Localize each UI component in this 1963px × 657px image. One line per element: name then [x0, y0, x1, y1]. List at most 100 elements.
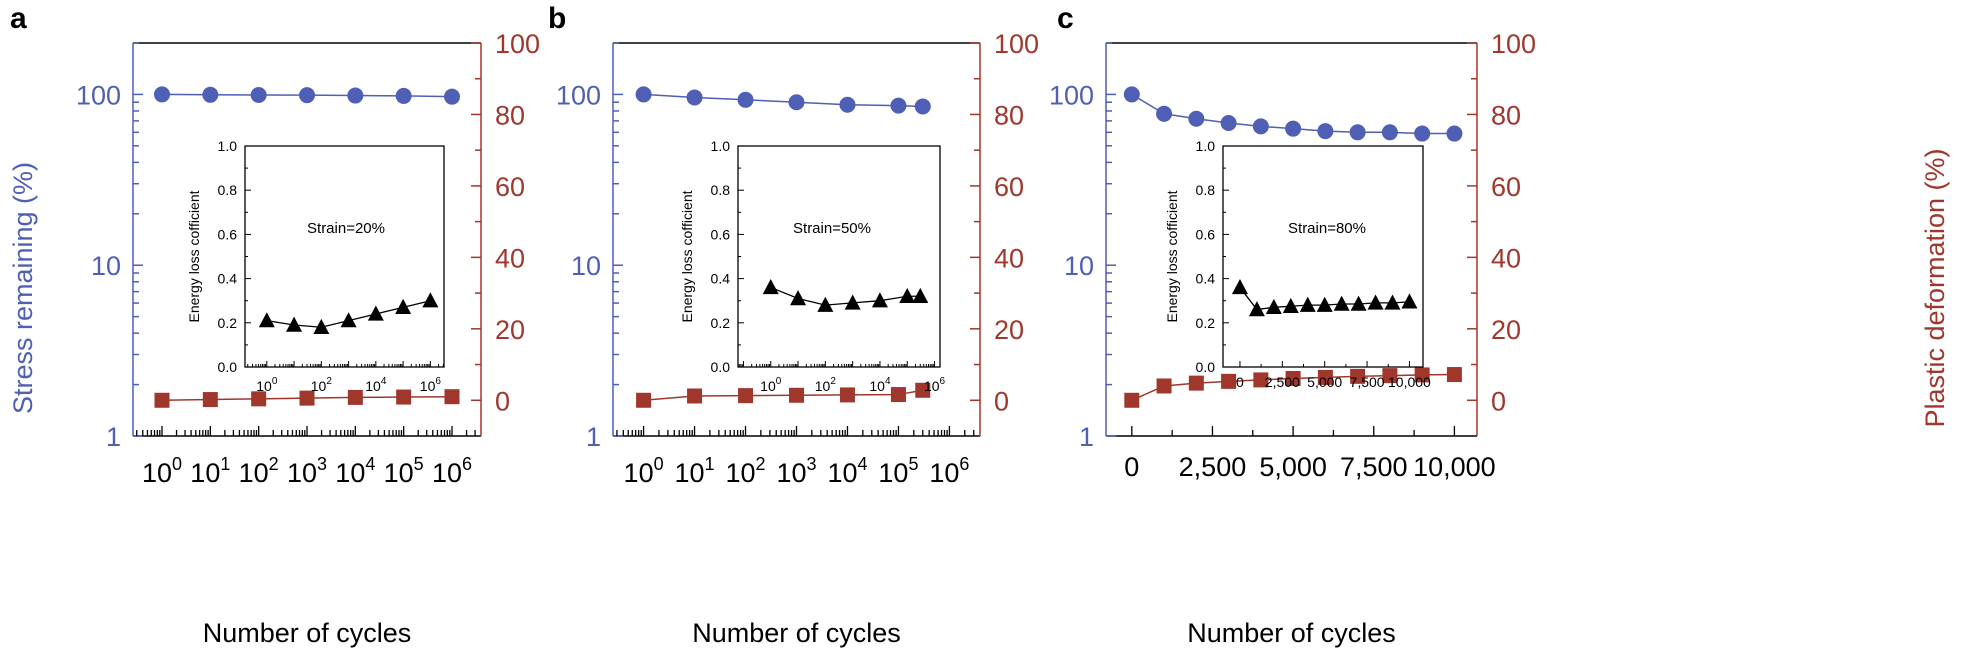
inset-x-tick-exponent: 6: [435, 376, 441, 387]
inset-y-axis-title: Energy loss cofficient: [186, 190, 202, 322]
inset-y-tick-label: 0.4: [1196, 271, 1216, 287]
inset-frame: [737, 145, 941, 368]
left-axis-title: Stress remaining (%): [8, 162, 38, 414]
plastic-data-point: [636, 392, 652, 408]
right-tick-label: 0: [495, 386, 510, 416]
right-tick-label: 40: [994, 243, 1024, 273]
right-tick-label: 0: [994, 386, 1009, 416]
stress-data-point: [202, 86, 219, 103]
stress-data-point: [1156, 105, 1173, 122]
x-tick-exponent: 2: [269, 454, 279, 474]
right-tick-label: 80: [1491, 100, 1521, 130]
energy-loss-data-point: [790, 290, 807, 306]
x-tick-label: 104: [335, 454, 375, 488]
energy-loss-data-point: [1282, 297, 1299, 313]
energy-loss-data-point: [313, 318, 330, 334]
x-tick-label: 0: [1124, 452, 1139, 482]
left-tick-label: 100: [76, 80, 121, 110]
plastic-data-point: [1350, 368, 1366, 384]
panel-label: c: [1057, 2, 1074, 35]
energy-loss-data-point: [844, 294, 861, 310]
x-tick-exponent: 1: [220, 454, 230, 474]
right-axis-ticks: 0 20 40 60 80 100: [970, 29, 1039, 416]
stress-remaining-series: [635, 86, 931, 115]
x-tick-exponent: 4: [365, 454, 375, 474]
x-tick-exponent: 3: [317, 454, 327, 474]
x-tick-label: 104: [827, 454, 867, 488]
stress-data-point: [347, 87, 364, 104]
energy-loss-data-point: [871, 292, 888, 308]
inset-x-tick-exponent: 2: [326, 376, 332, 387]
x-tick-label: 5,000: [1259, 452, 1327, 482]
right-tick-label: 60: [495, 172, 525, 202]
plastic-data-point: [789, 387, 804, 403]
inset-x-tick-exponent: 0: [776, 376, 782, 387]
x-axis-title: Number of cycles: [692, 618, 901, 648]
stress-data-point: [914, 98, 931, 115]
energy-loss-data-point: [286, 316, 303, 332]
x-axis-ticks: 100 101 102 103 104 105 106: [136, 426, 476, 488]
x-tick-exponent: 6: [462, 454, 472, 474]
energy-loss-data-point: [367, 305, 384, 321]
energy-loss-data-point: [1350, 295, 1367, 311]
right-tick-label: 20: [1491, 315, 1521, 345]
stress-data-point: [839, 96, 856, 113]
inset-chart: 0.0 0.2 0.4 0.6 0.8 1.0 100 102 104 106 Energy los…: [679, 138, 946, 394]
plastic-deformation-series: [636, 382, 931, 408]
inset-x-tick-label: 104: [365, 376, 387, 394]
right-tick-label: 60: [994, 172, 1024, 202]
energy-loss-data-point: [1231, 279, 1248, 295]
inset-x-tick-label: 102: [311, 376, 333, 394]
x-tick-exponent: 5: [414, 454, 424, 474]
inset-y-tick-label: 0.2: [1196, 315, 1216, 331]
plastic-deformation-series: [154, 389, 460, 408]
x-tick-exponent: 5: [908, 454, 918, 474]
x-tick-exponent: 0: [172, 454, 182, 474]
right-tick-label: 60: [1491, 172, 1521, 202]
plastic-data-point: [890, 387, 906, 403]
energy-loss-data-point: [762, 279, 779, 295]
inset-y-tick-label: 0.8: [1196, 182, 1216, 198]
right-tick-label: 0: [1491, 386, 1506, 416]
x-tick-label: 103: [776, 454, 816, 488]
stress-data-point: [635, 86, 652, 103]
energy-loss-data-point: [817, 296, 834, 312]
inset-chart: 0.0 0.2 0.4 0.6 0.8 1.0 0 2,500 5,000 7,500 10,000…: [1164, 138, 1431, 390]
plastic-data-point: [1285, 370, 1301, 386]
inset-y-tick-label: 0.0: [218, 359, 238, 375]
energy-loss-data-point: [340, 312, 357, 328]
x-tick-label: 101: [190, 454, 230, 488]
inset-x-tick-label: 5,000: [1307, 374, 1342, 390]
plastic-data-point: [202, 392, 218, 408]
plastic-data-point: [154, 392, 170, 408]
x-tick-exponent: 1: [705, 454, 715, 474]
stress-data-point: [788, 94, 805, 111]
plastic-data-point: [738, 388, 754, 404]
panel-label: a: [10, 2, 27, 35]
right-tick-label: 20: [994, 315, 1024, 345]
plastic-data-point: [347, 389, 363, 405]
inset-x-tick-label: 0: [1236, 374, 1244, 390]
stress-data-point: [890, 97, 907, 114]
inset-y-axis-title: Energy loss cofficient: [1164, 190, 1180, 322]
left-tick-label: 1: [106, 422, 121, 452]
plastic-data-point: [1446, 367, 1462, 383]
right-tick-label: 100: [994, 29, 1039, 59]
inset-chart: 0.0 0.2 0.4 0.6 0.8 1.0 100 102 104 106 Energy los…: [186, 138, 445, 394]
left-axis-ticks: 1 10 100: [556, 42, 623, 452]
plastic-data-point: [1188, 375, 1204, 391]
inset-x-tick-exponent: 2: [830, 376, 836, 387]
stress-data-point: [1446, 125, 1463, 142]
inset-x-tick-exponent: 6: [940, 376, 946, 387]
inset-y-tick-label: 0.0: [1196, 359, 1216, 375]
inset-x-tick-label: 106: [924, 376, 946, 394]
stress-data-point: [1349, 124, 1366, 141]
energy-loss-data-point: [899, 287, 916, 303]
inset-x-tick-label: 100: [256, 376, 278, 394]
plastic-data-point: [1253, 372, 1269, 388]
x-tick-exponent: 6: [959, 454, 969, 474]
right-tick-label: 40: [495, 243, 525, 273]
x-tick-label: 105: [384, 454, 424, 488]
